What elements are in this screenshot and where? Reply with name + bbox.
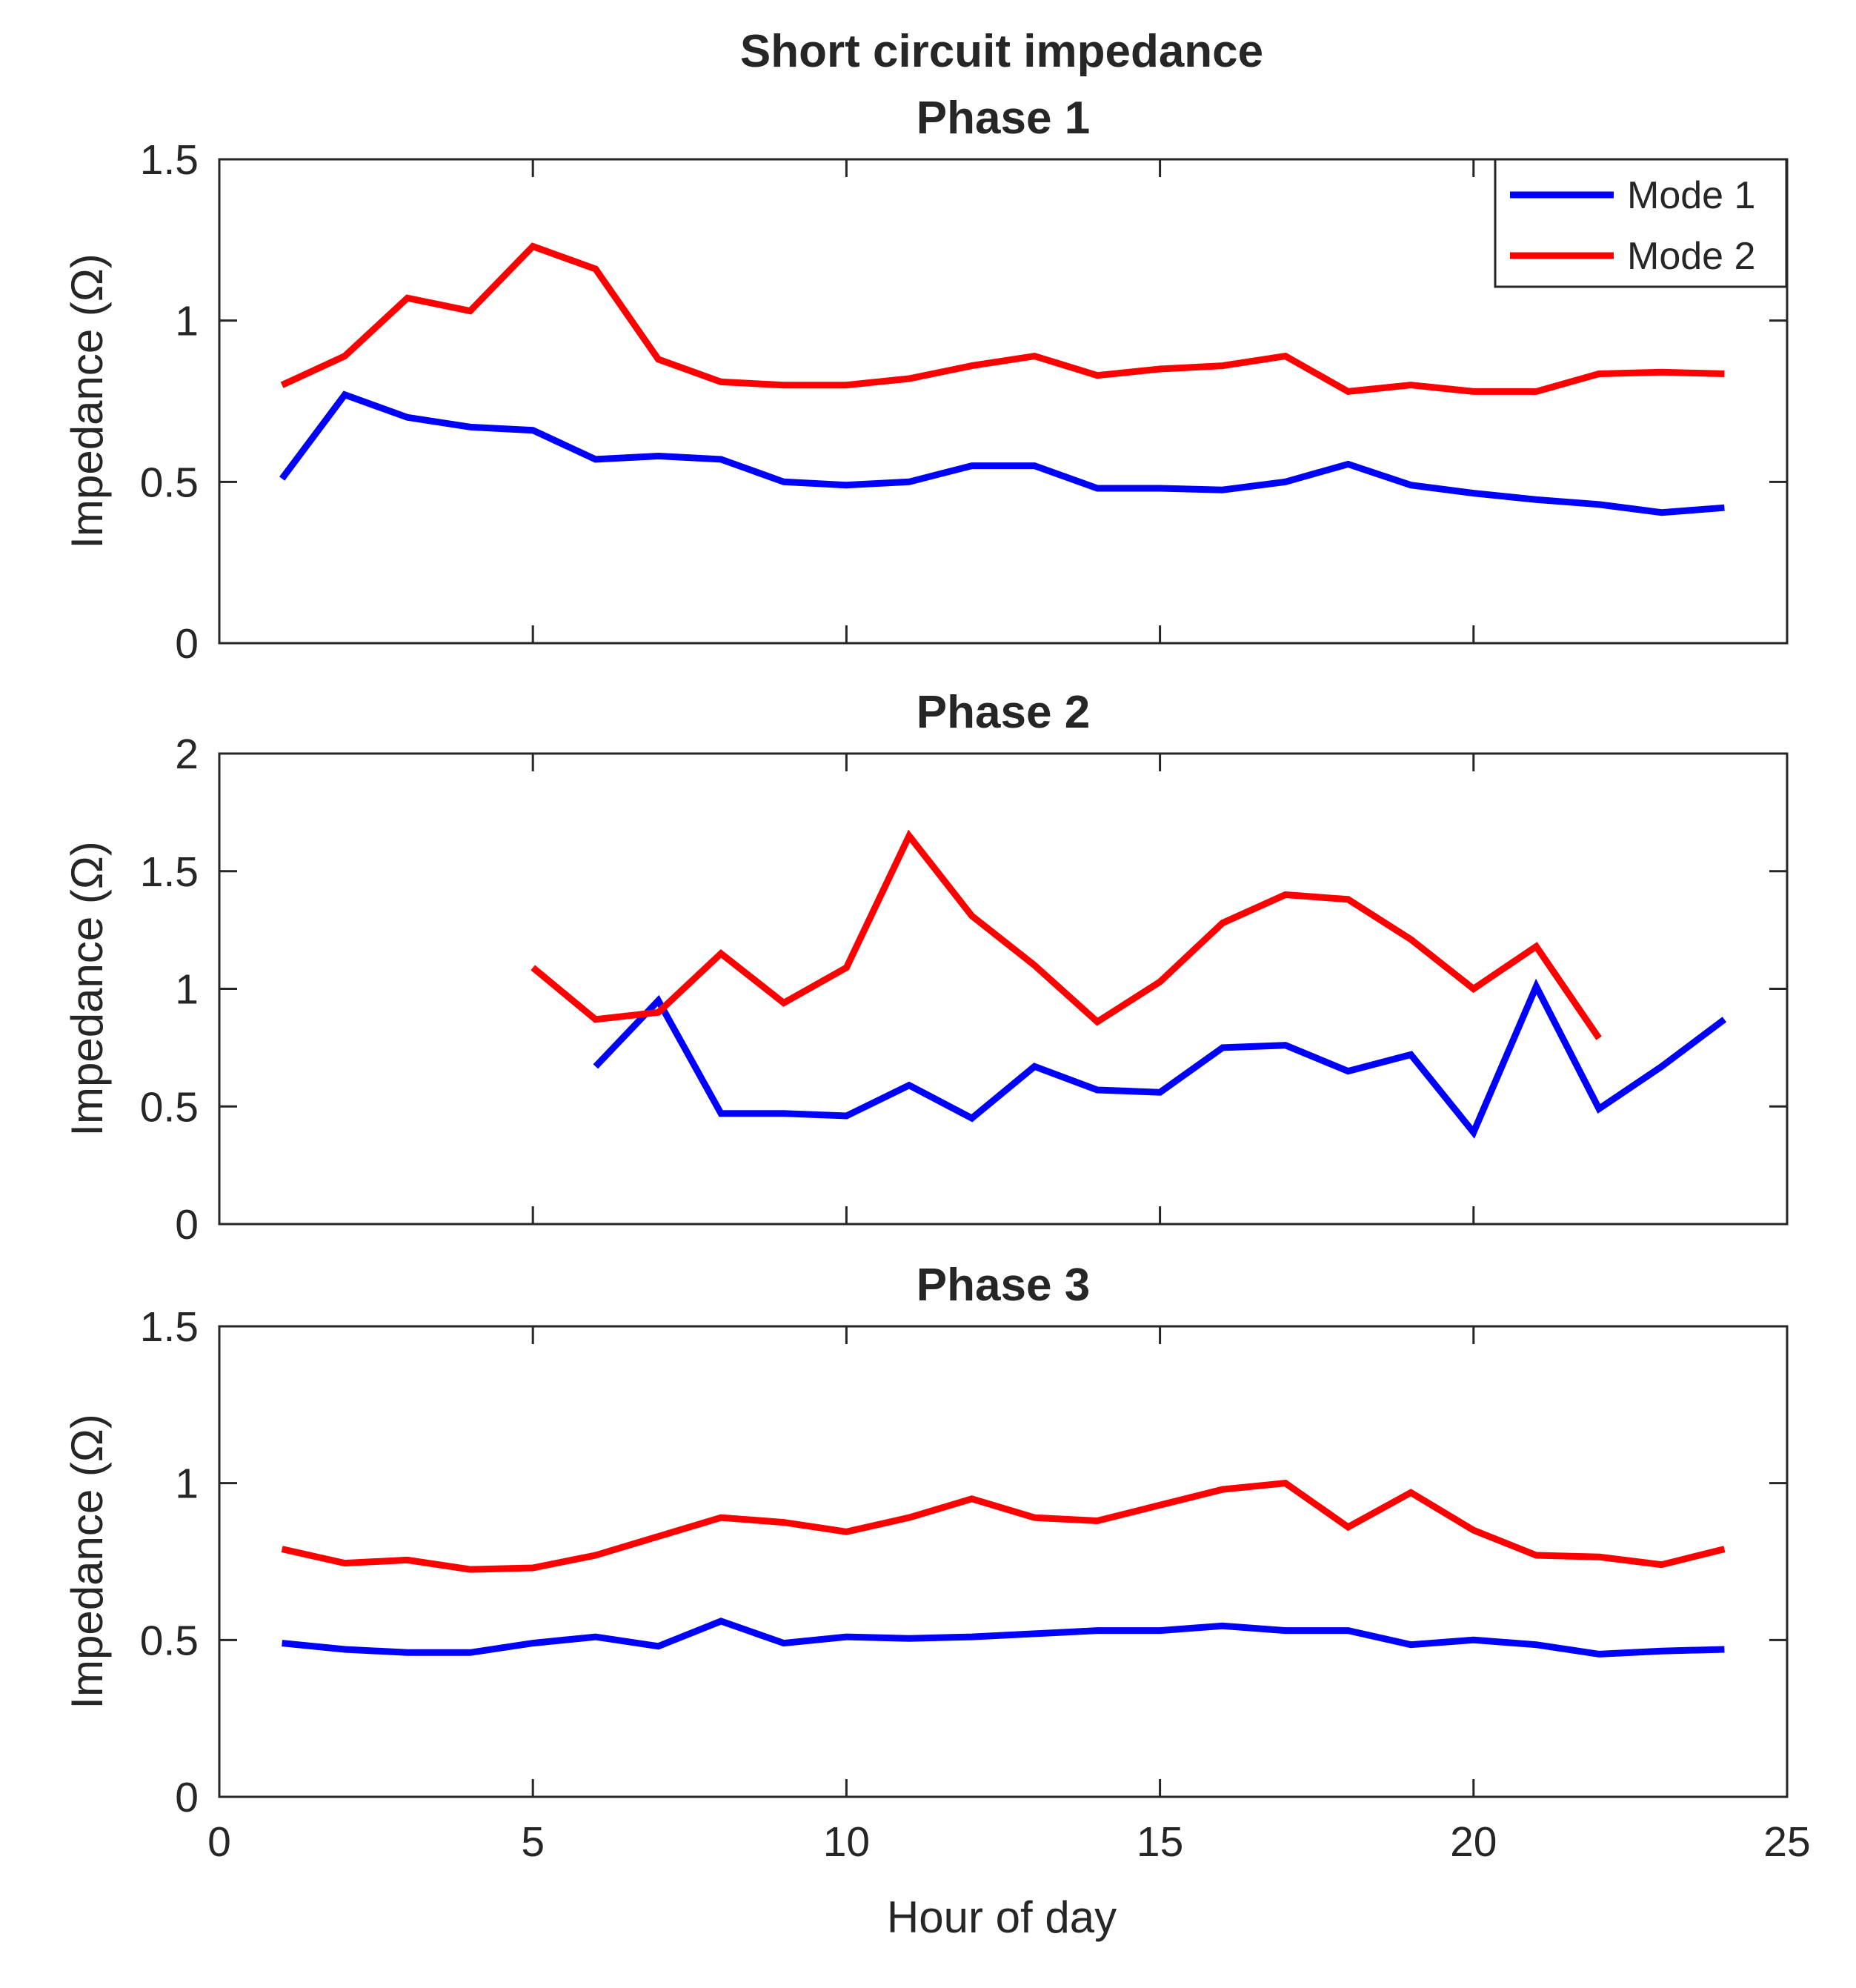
legend-label-mode-1: Mode 1 — [1627, 174, 1755, 217]
series-line-mode-1-phase-1 — [279, 390, 1725, 516]
plot-frame-phase-1 — [218, 158, 1789, 645]
series-line-mode-1-phase-2 — [593, 978, 1727, 1139]
x-tick-label-phase-3: 0 — [207, 1818, 231, 1866]
y-tick-label-phase-2: 1.5 — [140, 848, 199, 896]
panel-phase-3: Phase 3 Impedance (Ω) 0 0.5 1 1.5 0 5 10 15 20 25 — [62, 1260, 1811, 1866]
y-tick-label-phase-3: 1 — [175, 1460, 199, 1508]
series-line-mode-2-phase-2 — [530, 829, 1602, 1040]
y-tick-label-phase-1: 1.5 — [140, 136, 199, 184]
y-tick-label-phase-2: 2 — [175, 731, 199, 778]
figure-title: Short circuit impedance — [740, 26, 1263, 77]
y-tick-label-phase-1: 1 — [175, 298, 199, 345]
legend-label-mode-2: Mode 2 — [1627, 235, 1755, 278]
x-tick-label-phase-3: 10 — [823, 1818, 870, 1866]
y-tick-label-phase-1: 0 — [175, 620, 199, 668]
legend-box — [1494, 158, 1788, 288]
x-tick-label-phase-3: 5 — [521, 1818, 545, 1866]
series-line-mode-1-phase-3 — [282, 1618, 1725, 1658]
panels: Phase 1 Impedance (Ω) 0 0.5 1 1.5 Mode 1 Mode 2… — [62, 93, 1811, 1866]
y-tick-label-phase-3: 0 — [175, 1774, 199, 1821]
y-tick-label-phase-2: 0 — [175, 1201, 199, 1249]
x-tick-label-phase-3: 15 — [1137, 1818, 1183, 1866]
y-axis-label-phase-1: Impedance (Ω) — [62, 253, 112, 548]
series-line-mode-2-phase-3 — [281, 1480, 1726, 1573]
panel-title-phase-3: Phase 3 — [917, 1260, 1090, 1311]
y-tick-label-phase-3: 1.5 — [140, 1303, 199, 1351]
panel-title-phase-1: Phase 1 — [917, 93, 1090, 144]
plot-frame-phase-3 — [218, 1325, 1789, 1798]
y-tick-label-phase-1: 0.5 — [140, 459, 199, 506]
series-line-mode-2-phase-1 — [280, 242, 1725, 396]
y-axis-label-phase-3: Impedance (Ω) — [62, 1414, 112, 1709]
x-tick-label-phase-3: 20 — [1450, 1818, 1497, 1866]
y-tick-label-phase-2: 1 — [175, 966, 199, 1014]
x-tick-label-phase-3: 25 — [1763, 1818, 1810, 1866]
y-axis-label-phase-2: Impedance (Ω) — [62, 841, 112, 1136]
y-tick-label-phase-2: 0.5 — [140, 1083, 199, 1131]
panel-title-phase-2: Phase 2 — [917, 687, 1090, 738]
panel-phase-1: Phase 1 Impedance (Ω) 0 0.5 1 1.5 Mode 1 Mode 2 — [62, 93, 1789, 668]
panel-phase-2: Phase 2 Impedance (Ω) 0 0.5 1 1.5 2 — [62, 687, 1789, 1249]
legend: Mode 1 Mode 2 — [1494, 158, 1788, 288]
x-axis-label: Hour of day — [887, 1892, 1117, 1942]
y-tick-label-phase-3: 0.5 — [140, 1617, 199, 1664]
